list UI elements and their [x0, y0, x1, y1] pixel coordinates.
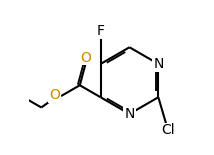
Text: O: O — [49, 88, 60, 102]
Text: O: O — [80, 51, 91, 64]
Text: F: F — [97, 24, 105, 38]
Text: Cl: Cl — [161, 123, 174, 137]
Text: N: N — [124, 107, 135, 121]
Text: N: N — [153, 57, 163, 71]
